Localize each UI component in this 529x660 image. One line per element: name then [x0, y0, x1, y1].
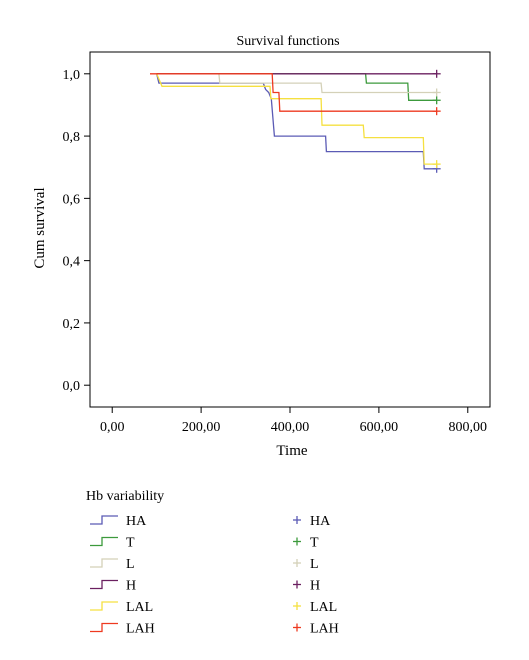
y-tick-label: 1,0	[63, 68, 81, 83]
legend-step-swatch	[90, 558, 118, 568]
y-axis-label: Cum survival	[32, 187, 48, 268]
y-tick-label: 0,0	[63, 379, 81, 394]
legend-censor-swatch	[293, 623, 301, 632]
x-tick-label: 0,00	[100, 420, 125, 435]
legend-censor-swatch	[293, 580, 301, 589]
censor-marker-t	[432, 96, 441, 105]
y-tick-label: 0,8	[63, 130, 81, 145]
y-tick-label: 0,2	[63, 317, 81, 332]
series-line-lal	[156, 73, 437, 165]
plot-area	[89, 51, 491, 408]
legend-censor-label: L	[310, 557, 319, 572]
legend-label: L	[126, 557, 135, 572]
legend-title: Hb variability	[86, 489, 164, 504]
legend-label: LAL	[126, 600, 153, 615]
legend-step-swatch	[90, 515, 118, 525]
censor-marker-lal	[432, 160, 441, 169]
legend-label: LAH	[126, 622, 155, 637]
series-line-ha	[156, 73, 437, 170]
legend-label: HA	[126, 514, 147, 529]
series-line-t	[156, 73, 437, 101]
censor-marker-h	[432, 69, 441, 78]
x-tick-label: 600,00	[360, 420, 399, 435]
legend-censor-swatch	[293, 602, 301, 610]
legend-censor-label: LAH	[310, 622, 339, 637]
legend-step-swatch	[90, 601, 118, 611]
chart-title: Survival functions	[236, 34, 339, 49]
censor-marker-l	[432, 88, 441, 97]
legend-censor-label: H	[310, 579, 320, 594]
series-line-lah	[150, 73, 437, 112]
legend-censor-swatch	[293, 559, 301, 567]
legend-censor-swatch	[293, 537, 301, 546]
x-axis: 0,00 200,00 400,00 600,00 800,00	[100, 407, 487, 435]
legend-censor-swatch	[293, 516, 301, 524]
legend-step-swatch	[90, 579, 118, 590]
y-axis: 0,0 0,2 0,4 0,6 0,8 1,0	[63, 68, 90, 394]
legend-step-swatch	[90, 622, 118, 633]
x-tick-label: 400,00	[271, 420, 310, 435]
legend-censor-label: LAL	[310, 600, 337, 615]
legend-label: H	[126, 579, 136, 594]
y-tick-label: 0,6	[63, 192, 81, 207]
series-layer	[150, 69, 441, 173]
censor-marker-lah	[432, 107, 441, 116]
x-tick-label: 200,00	[182, 420, 221, 435]
legend-censor-label: T	[310, 536, 319, 551]
legend-label: T	[126, 536, 135, 551]
legend-censor-label: HA	[310, 514, 331, 529]
legend-step-swatch	[90, 536, 118, 547]
x-axis-label: Time	[276, 443, 307, 459]
y-tick-label: 0,4	[63, 255, 81, 270]
x-tick-label: 800,00	[449, 420, 488, 435]
